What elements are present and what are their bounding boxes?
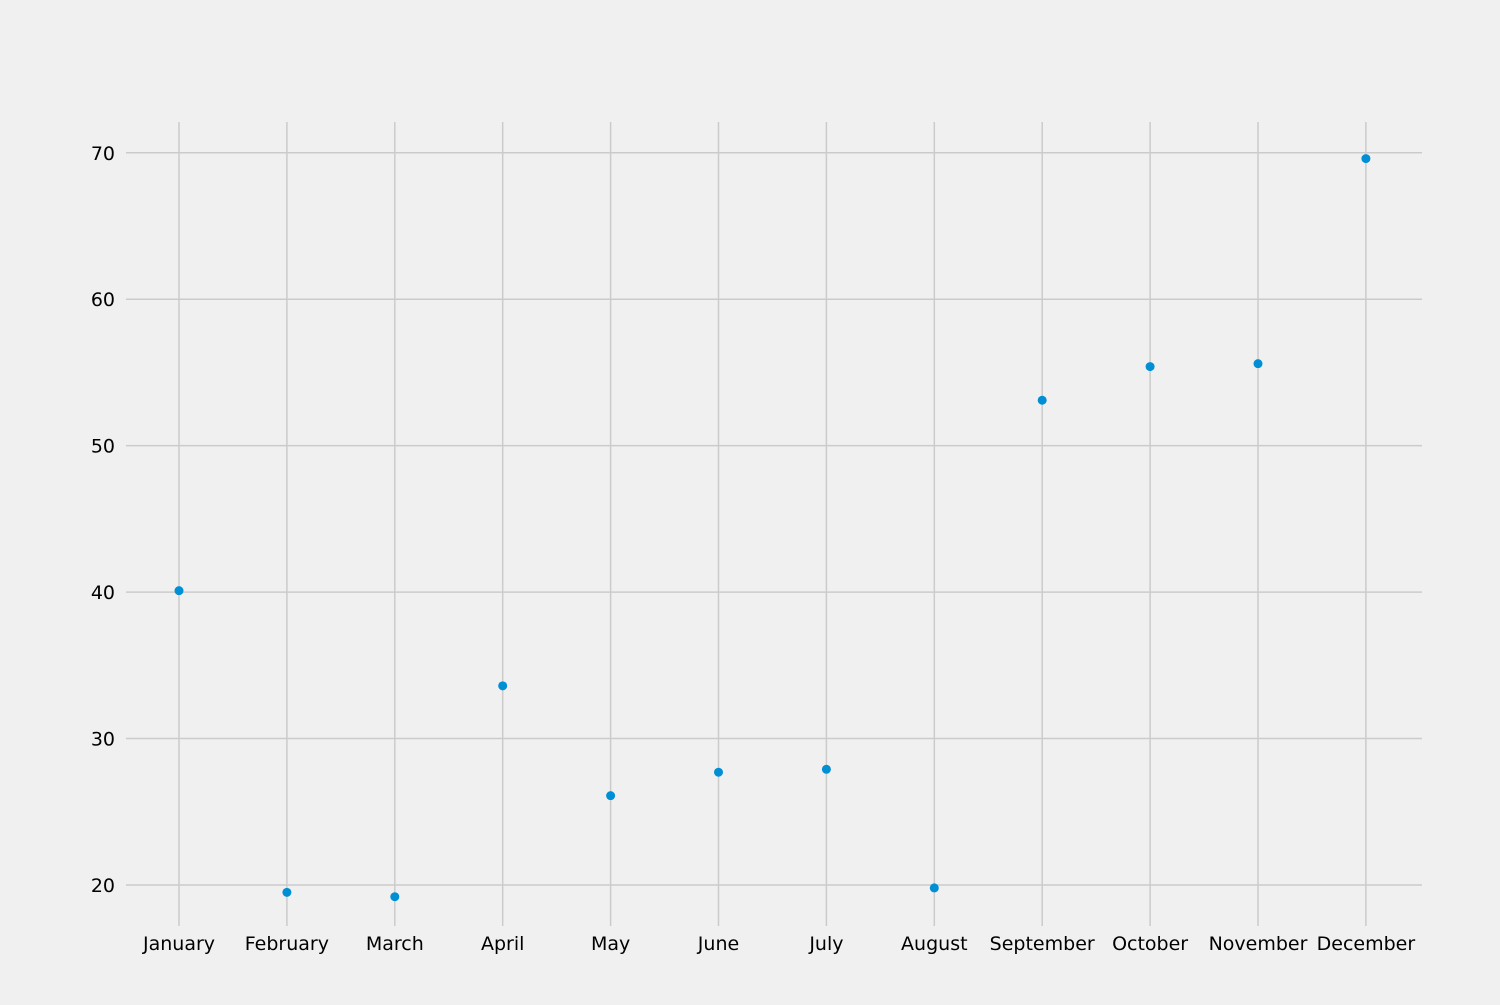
data-point <box>1037 395 1047 405</box>
x-tick-label: March <box>366 933 424 955</box>
x-tick-label: November <box>1209 933 1308 955</box>
data-point <box>1361 154 1371 164</box>
x-tick-label: July <box>808 933 843 955</box>
data-point <box>1145 362 1155 372</box>
data-point <box>1253 359 1263 369</box>
y-tick-labels: 20 30 40 50 60 70 <box>91 143 115 897</box>
data-point <box>390 892 400 902</box>
x-tick-labels: January February March April May June July Augu… <box>142 933 1415 955</box>
data-point <box>174 586 184 596</box>
x-tick-label: April <box>481 933 524 955</box>
y-tick-label: 70 <box>91 143 115 165</box>
x-tick-label: August <box>901 933 968 955</box>
y-tick-label: 20 <box>91 875 115 897</box>
x-tick-label: May <box>591 933 630 955</box>
y-tick-label: 50 <box>91 436 115 458</box>
x-tick-label: February <box>245 933 329 955</box>
data-points <box>174 154 1371 902</box>
x-gridlines <box>178 122 1367 926</box>
x-tick-label: January <box>142 933 215 955</box>
data-point <box>498 681 508 691</box>
y-gridlines <box>126 152 1422 886</box>
data-point <box>714 767 723 777</box>
data-point <box>929 883 939 893</box>
x-tick-label: June <box>697 933 739 955</box>
data-point <box>821 764 831 774</box>
data-point <box>606 791 616 801</box>
y-tick-label: 40 <box>91 582 115 604</box>
x-tick-label: October <box>1112 933 1188 955</box>
y-tick-label: 30 <box>91 729 115 751</box>
x-tick-label: September <box>990 933 1095 955</box>
y-tick-label: 60 <box>91 289 115 311</box>
x-tick-label: December <box>1317 933 1416 955</box>
data-point <box>282 887 292 897</box>
